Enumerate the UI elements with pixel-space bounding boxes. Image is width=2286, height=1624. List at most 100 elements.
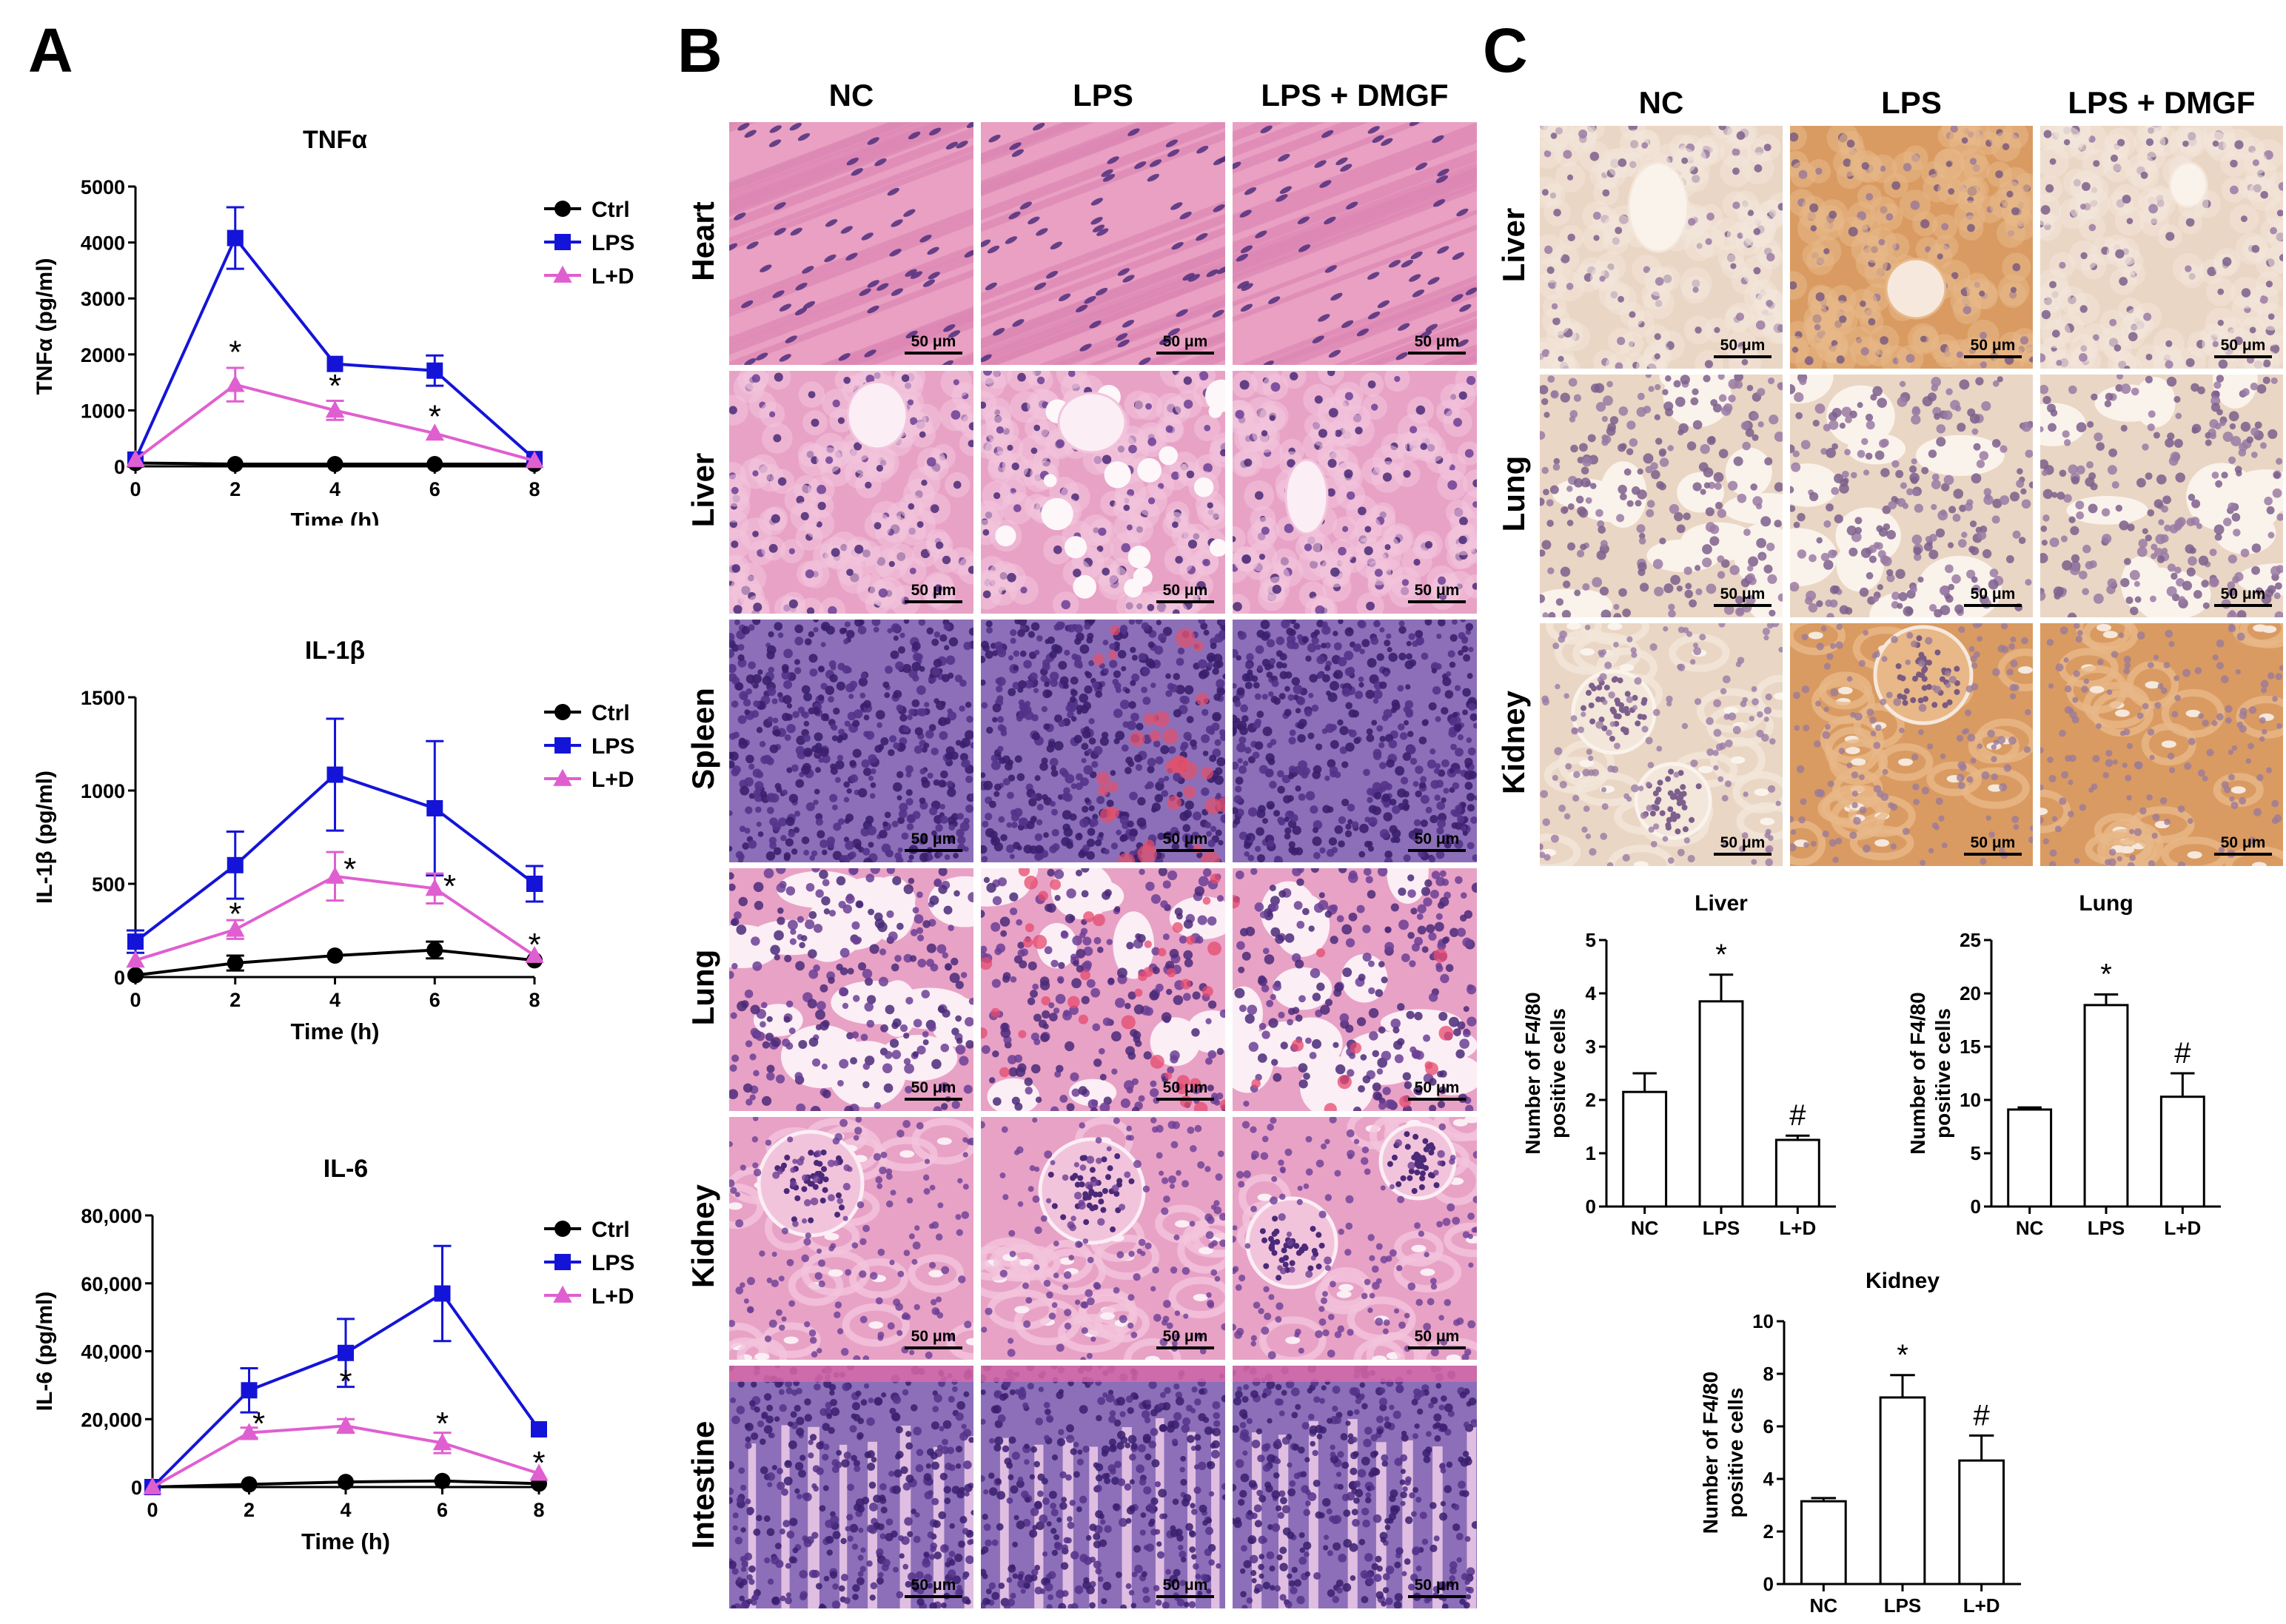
- vacuole: [1127, 546, 1151, 568]
- red-blood-cells: [1093, 913, 1105, 927]
- cell-nucleus: [1419, 1175, 1426, 1181]
- cell-nucleus: [1036, 228, 1048, 236]
- cell-nucleus: [1096, 228, 1109, 236]
- cell-nucleus: [808, 1150, 814, 1156]
- cell-nucleus: [803, 692, 812, 702]
- cell-nucleus: [1258, 1308, 1264, 1315]
- cell-nucleus: [1216, 756, 1225, 767]
- cell-nucleus: [948, 637, 959, 647]
- cell-nucleus: [1145, 403, 1153, 410]
- cell-nucleus: [771, 1465, 777, 1471]
- cell-nucleus: [1310, 805, 1318, 814]
- cell-nucleus: [1348, 709, 1357, 718]
- cell-nucleus: [819, 1408, 828, 1416]
- cell-nucleus: [1244, 187, 1257, 195]
- significance-marker: *: [429, 398, 441, 434]
- cell-nucleus: [1179, 744, 1187, 751]
- cell-nucleus: [874, 522, 882, 530]
- hepatocyte: [1461, 490, 1477, 519]
- vacuole: [995, 525, 1016, 547]
- muscle-fiber: [1233, 122, 1477, 224]
- cell-nucleus: [1000, 833, 1008, 842]
- cell-nucleus: [909, 417, 918, 426]
- cell-nucleus: [832, 399, 840, 408]
- cell-nucleus: [1128, 701, 1136, 709]
- cell-nucleus: [955, 1015, 962, 1022]
- cell-nucleus: [1151, 807, 1157, 813]
- scale-bar-group: 50 μm: [904, 582, 963, 603]
- cell-nucleus: [1241, 1121, 1250, 1129]
- cell-nucleus: [1383, 801, 1390, 808]
- cell-nucleus: [1367, 311, 1381, 320]
- vacuole: [1205, 379, 1225, 412]
- cell-nucleus: [1155, 756, 1164, 765]
- cell-nucleus: [1055, 993, 1066, 1004]
- cell-nucleus: [735, 1219, 744, 1228]
- cell-nucleus: [1415, 1089, 1423, 1095]
- renal-tubule: [1077, 1294, 1138, 1338]
- cell-nucleus: [1241, 951, 1251, 961]
- cell-nucleus: [1042, 793, 1048, 801]
- cell-nucleus: [1429, 814, 1438, 824]
- cell-nucleus: [729, 1064, 737, 1072]
- red-blood-cells: [1110, 625, 1121, 636]
- cell-nucleus: [1415, 790, 1422, 798]
- cell-nucleus: [1419, 782, 1427, 789]
- x-tick-label: 0: [130, 989, 141, 1011]
- cell-nucleus: [955, 1044, 966, 1055]
- scale-bar-group: 50 μm: [904, 831, 963, 852]
- cell-nucleus: [1419, 1170, 1426, 1177]
- cell-nucleus: [948, 1551, 956, 1557]
- cell-nucleus: [762, 1041, 770, 1049]
- cell-nucleus: [1088, 737, 1096, 745]
- cell-nucleus: [921, 479, 928, 486]
- cell-nucleus: [1158, 777, 1165, 785]
- cell-nucleus: [1219, 1239, 1225, 1247]
- cell-nucleus: [1367, 380, 1376, 389]
- cell-nucleus: [1464, 757, 1473, 767]
- cell-nucleus: [803, 850, 810, 856]
- cell-nucleus: [1388, 739, 1398, 749]
- cell-nucleus: [863, 1383, 870, 1389]
- cell-nucleus: [937, 1202, 944, 1209]
- cell-nucleus: [770, 944, 780, 955]
- cell-nucleus: [1407, 889, 1416, 898]
- cell-nucleus: [1289, 729, 1296, 736]
- cell-nucleus: [1460, 620, 1466, 623]
- cell-nucleus: [1142, 1185, 1150, 1192]
- cell-nucleus: [785, 816, 795, 826]
- cell-nucleus: [1261, 360, 1274, 365]
- cell-nucleus: [1361, 1146, 1370, 1154]
- cell-nucleus: [1134, 161, 1147, 170]
- cell-nucleus: [1408, 1168, 1415, 1175]
- hepatocyte: [959, 431, 973, 456]
- cell-nucleus: [834, 776, 841, 783]
- cell-nucleus: [1131, 673, 1140, 682]
- cell-nucleus: [1030, 793, 1037, 799]
- cell-nucleus: [794, 637, 804, 645]
- cell-nucleus: [1207, 1050, 1217, 1059]
- cell-nucleus: [908, 1233, 915, 1240]
- cell-nucleus: [791, 764, 799, 772]
- vacuole: [1209, 539, 1225, 557]
- cell-nucleus: [1165, 961, 1175, 970]
- cell-nucleus: [968, 892, 973, 903]
- cell-nucleus: [893, 742, 900, 750]
- data-point: [226, 375, 245, 392]
- cell-nucleus: [1361, 1292, 1368, 1300]
- cell-nucleus: [1171, 241, 1184, 250]
- cell-nucleus: [1330, 936, 1338, 944]
- data-point: [426, 942, 443, 959]
- cell-nucleus: [1324, 999, 1333, 1007]
- cell-nucleus: [776, 883, 786, 893]
- cell-nucleus: [857, 1201, 865, 1209]
- cell-nucleus: [839, 947, 850, 958]
- cell-nucleus: [1028, 798, 1037, 807]
- cell-nucleus: [939, 1472, 948, 1480]
- cell-nucleus: [1256, 827, 1265, 836]
- scale-bar-label: 50 μm: [911, 1078, 956, 1096]
- cell-nucleus: [1207, 502, 1213, 509]
- cell-nucleus: [1087, 632, 1094, 640]
- cell-nucleus: [924, 1158, 931, 1164]
